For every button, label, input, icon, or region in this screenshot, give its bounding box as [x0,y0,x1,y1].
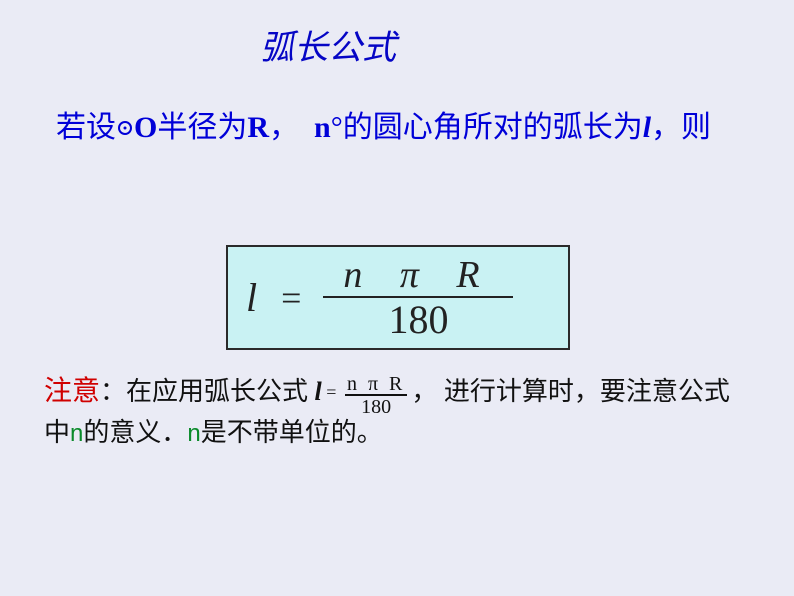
statement-radius-text: 半径为 [157,111,247,144]
statement-middle: 的圆心角所对的弧长为 [343,111,643,144]
page-title: 弧长公式 [260,20,396,69]
var-R: R [247,111,269,144]
note-label: 注意 [44,376,100,407]
formula-fraction: n π R 180 [323,256,513,340]
degree-symbol: ° [331,111,343,144]
note-colon: ： [100,377,126,406]
note-part3: 的意义． [83,418,187,447]
statement-sep: ， [269,111,299,144]
var-l: l [643,111,651,144]
var-n: n [314,111,331,144]
formula-l: l [246,274,257,321]
formula-numerator: n π R [337,256,499,296]
note-l: l [315,377,322,406]
statement-prefix: 若设 [56,111,116,144]
note-part1: 在应用弧长公式 [126,377,315,406]
arc-statement: 若设 O半径为R， n°的圆心角所对的弧长为l，则 [56,105,744,150]
var-O: O [134,111,157,144]
circle-dot-icon [118,121,132,135]
formula-eq: = [281,277,301,319]
note-small-fraction: n π R 180 [345,374,407,417]
formula-denominator: 180 [388,298,448,340]
note-eq: = [322,382,341,402]
note-part4: 是不带单位的。 [201,418,383,447]
note-n2: n [187,420,200,447]
note-small-num: n π R [345,374,407,394]
note-block: 注意：在应用弧长公式 l = n π R 180 ， 进行计算时，要注意公式中n… [44,372,750,452]
arc-formula-box: l = n π R 180 [226,245,570,350]
note-small-den: 180 [361,396,391,417]
note-n1: n [70,420,83,447]
statement-suffix: ，则 [651,111,711,144]
